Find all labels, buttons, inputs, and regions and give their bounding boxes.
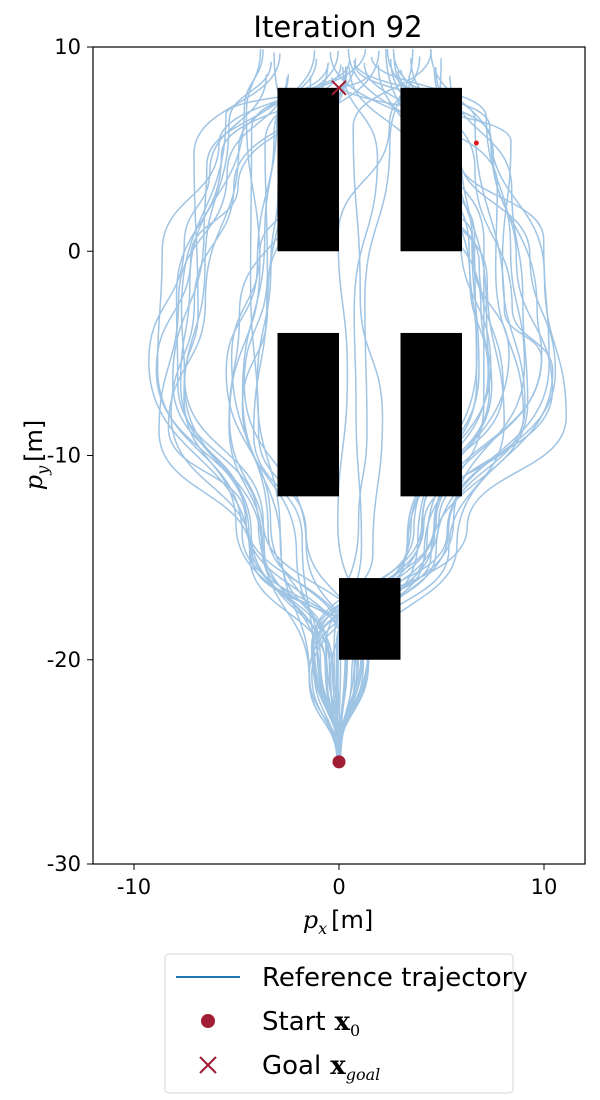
x-axis-label-main: p: [303, 906, 318, 934]
x-tick-label: 10: [531, 875, 558, 899]
x-axis-label: px [m]: [303, 906, 374, 938]
x-axis-label-unit: [m]: [331, 906, 373, 934]
legend-goal-word: Goal: [262, 1051, 321, 1081]
trajectory-path: [308, 48, 554, 762]
y-tick-label: 0: [68, 239, 81, 263]
legend-start-sub: 0: [350, 1021, 360, 1040]
legend-frame: [164, 953, 514, 1094]
obstacle-block: [339, 578, 401, 660]
legend-goal-sub: goal: [346, 1065, 381, 1084]
plot-area: [92, 46, 586, 865]
current-point-marker: [473, 140, 479, 146]
y-tick-label: -30: [47, 852, 81, 876]
x-tick-label: -10: [117, 875, 151, 899]
x-axis-label-sub: x: [318, 919, 327, 938]
marker-group: [331, 80, 479, 769]
legend-start-math: x: [335, 1007, 351, 1037]
legend-start-word: Start: [262, 1007, 326, 1037]
y-axis-ticks: 10 0 -10 -20 -30: [47, 35, 93, 876]
obstacle-block: [277, 332, 339, 497]
start-marker: [332, 755, 346, 769]
chart-title: Iteration 92: [253, 10, 422, 44]
legend-label-start: Start x0: [262, 1007, 360, 1040]
y-axis-label-sub: y: [33, 465, 52, 476]
legend-label-reference: Reference trajectory: [262, 963, 528, 993]
x-tick-label: 0: [332, 875, 345, 899]
x-axis-ticks: -10 0 10: [117, 864, 558, 899]
y-tick-label: 10: [54, 35, 81, 59]
y-tick-label: -10: [47, 444, 81, 468]
trajectory-path: [333, 48, 414, 762]
y-axis-label-main: p: [20, 475, 48, 490]
legend-goal-marker: [199, 1056, 217, 1074]
legend-start-marker: [201, 1014, 215, 1028]
trajectory-path: [183, 53, 341, 762]
y-tick-label: -20: [47, 648, 81, 672]
trajectory-path: [179, 49, 342, 762]
trajectory-path: [311, 56, 526, 762]
legend-goal-math: x: [330, 1051, 346, 1081]
legend: Reference trajectory Start x0 Goal xgoal: [164, 953, 528, 1094]
obstacle-block: [400, 332, 462, 497]
y-axis-label: py [m]: [20, 420, 52, 491]
obstacle-group: [277, 87, 462, 660]
goal-marker: [331, 80, 347, 96]
obstacle-block: [400, 87, 462, 252]
trajectory-path: [148, 74, 341, 762]
y-axis-label-unit: [m]: [20, 420, 48, 462]
legend-label-goal: Goal xgoal: [262, 1051, 380, 1084]
obstacle-block: [277, 87, 339, 252]
